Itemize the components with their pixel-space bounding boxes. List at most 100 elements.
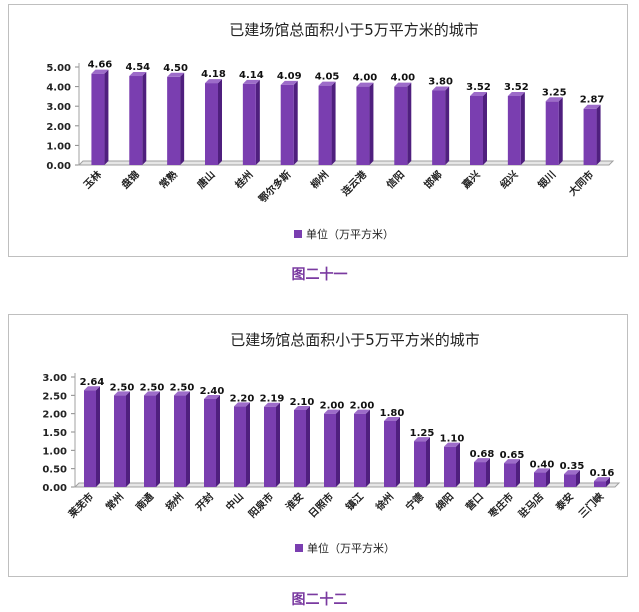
c2-category-label: 日照市 (306, 490, 336, 520)
c2-bar-top (564, 470, 580, 475)
c1-legend-label: 单位（万平方米） (306, 227, 394, 241)
chart-panel-2: 已建场馆总面积小于5万平方米的城市 0.00 0.50 1.00 1.50 2.00 2.5… (8, 314, 628, 577)
c1-bar-side (445, 86, 450, 165)
c1-bar (432, 90, 446, 165)
c1-data-label: 4.66 (88, 60, 113, 71)
c2-data-label: 1.10 (440, 434, 465, 445)
c2-bar (534, 472, 546, 487)
c2-y-tick-label: 0.50 (42, 465, 67, 476)
c1-data-label: 4.05 (315, 72, 340, 83)
c1-bar-top (205, 79, 222, 84)
c1-bar-side (104, 69, 109, 165)
c1-category-label: 唐山 (194, 168, 217, 191)
c1-bar-side (558, 97, 563, 165)
c1-bar (394, 86, 408, 165)
c1-bar-top (545, 97, 563, 102)
c1-bar-side (218, 79, 222, 165)
c1-bar-side (255, 79, 260, 165)
c2-y-tick-label: 2.50 (42, 391, 67, 402)
c2-data-label: 0.65 (500, 450, 525, 461)
c2-bar (504, 463, 516, 487)
c1-category-label: 绍兴 (497, 168, 520, 191)
c2-data-label: 0.68 (470, 449, 495, 460)
c2-category-label: 莱芜市 (66, 490, 96, 520)
c2-y-tick-label: 1.00 (42, 446, 67, 457)
c1-legend-swatch (294, 230, 302, 238)
c2-bar (84, 390, 96, 487)
c1-bar (242, 83, 256, 165)
c2-bar (594, 481, 606, 487)
c1-bar-top (356, 82, 374, 87)
c1-category-label: 大同市 (566, 168, 596, 198)
c2-category-label: 常州 (103, 490, 126, 513)
c2-bar-side (426, 437, 430, 487)
c2-bar-side (96, 386, 100, 487)
c2-category-label: 泰安 (552, 490, 576, 514)
c1-bar-side (293, 80, 298, 165)
c1-bar-top (394, 82, 412, 87)
c1-bar (167, 76, 181, 165)
c2-bar (204, 399, 216, 487)
c2-data-label: 2.00 (320, 401, 345, 412)
c1-bar-top (167, 72, 185, 77)
c2-bar-top (534, 468, 550, 473)
c2-bar-side (126, 391, 130, 487)
c2-category-label: 南通 (133, 490, 156, 513)
c2-bar (414, 441, 426, 487)
c2-bar-side (486, 458, 490, 487)
c1-data-label: 4.00 (353, 73, 378, 84)
c1-data-label: 3.80 (428, 77, 453, 88)
c1-y-tick-label: 0.00 (46, 161, 71, 172)
c1-y-tick-label: 4.00 (46, 83, 71, 94)
c1-data-label: 4.09 (277, 71, 302, 82)
c1-data-label: 2.87 (580, 95, 605, 106)
c2-data-label: 1.80 (380, 408, 405, 419)
c1-bar-top (507, 92, 525, 97)
c2-bar-top (114, 391, 130, 396)
c2-bar (264, 406, 276, 487)
c2-bar-side (606, 477, 610, 487)
c2-category-label: 淮安 (283, 490, 306, 513)
c2-data-label: 0.35 (560, 461, 585, 472)
c2-category-label: 宁德 (403, 490, 426, 513)
c2-data-label: 0.40 (530, 459, 555, 470)
c2-category-label: 镇江 (343, 490, 366, 513)
c2-bar-top (294, 406, 310, 410)
c2-bar-side (366, 409, 370, 487)
c1-chart-title: 已建场馆总面积小于5万平方米的城市 (229, 21, 479, 39)
c2-category-label: 三门峡 (576, 490, 606, 520)
c2-data-label: 2.19 (260, 394, 285, 405)
c2-category-label: 中山 (223, 490, 246, 513)
c1-category-label: 常熟 (156, 168, 179, 191)
c2-data-label: 2.64 (80, 377, 105, 388)
c1-bar (470, 96, 483, 165)
c2-bar-top (414, 437, 430, 442)
c1-axis-floor (77, 160, 615, 166)
c2-y-tick-label: 3.00 (42, 373, 67, 384)
c2-y-tick-label: 1.50 (42, 428, 67, 439)
c1-data-label: 4.54 (125, 62, 150, 73)
c2-data-label: 0.16 (590, 468, 615, 479)
c1-bar-top (583, 104, 601, 109)
c2-bar-top (354, 409, 370, 414)
c2-bar (354, 413, 366, 487)
c2-bar-side (186, 391, 190, 487)
c2-bar-top (594, 477, 610, 482)
c2-data-label: 2.10 (290, 397, 315, 408)
c2-bar-top (474, 458, 490, 463)
c2-bar-side (576, 470, 580, 487)
c2-bar (294, 410, 306, 487)
c2-bar-top (144, 391, 160, 396)
c2-data-label: 1.25 (410, 428, 435, 439)
c1-category-label: 柳州 (308, 168, 331, 191)
c2-y-tick-label: 2.00 (42, 410, 67, 421)
c2-bar-top (84, 386, 100, 391)
c1-bar-side (483, 92, 487, 165)
c2-chart-title: 已建场馆总面积小于5万平方米的城市 (230, 331, 480, 349)
c1-bar-side (369, 82, 374, 165)
c2-bar (144, 395, 156, 487)
c2-bar-side (156, 391, 160, 487)
c1-y-tick-label: 2.00 (46, 122, 71, 133)
c1-data-label: 4.18 (201, 69, 226, 80)
c2-data-label: 2.50 (140, 382, 165, 393)
